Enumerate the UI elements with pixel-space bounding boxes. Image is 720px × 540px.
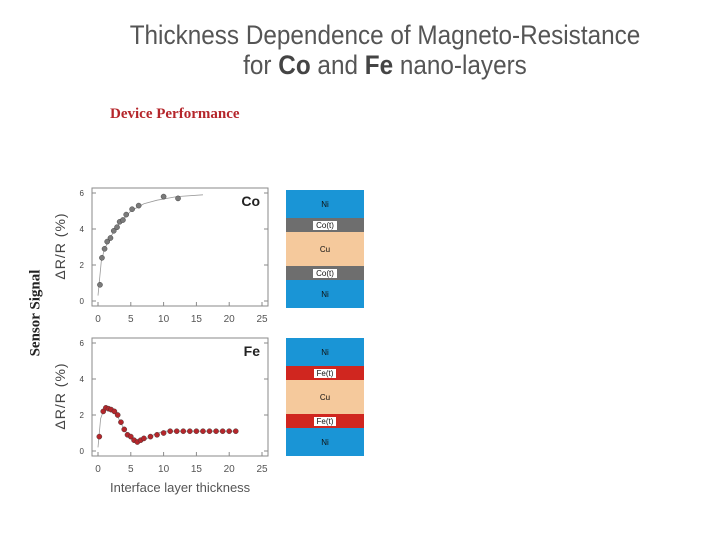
layer-co_layer: Co(t) <box>286 266 364 280</box>
fe-data-point <box>111 408 118 415</box>
layer-label: Fe(t) <box>313 416 337 426</box>
layer-cu: Cu <box>286 380 364 414</box>
title-line-2-pre: for <box>243 50 279 80</box>
fe-data-point <box>114 412 121 418</box>
fe-data-point <box>154 431 160 438</box>
title-co: Co <box>278 50 311 80</box>
fe-x-tick-label: 25 <box>256 464 268 475</box>
fe-data-point <box>200 428 206 435</box>
layer-fe_layer: Fe(t) <box>286 366 364 380</box>
layer-co_layer: Co(t) <box>286 218 364 232</box>
layer-ni: Ni <box>286 280 364 308</box>
layer-cu: Cu <box>286 232 364 266</box>
co-data-point <box>175 195 181 202</box>
title-fe: Fe <box>364 50 394 80</box>
co-x-tick-label: 0 <box>95 314 101 325</box>
co-data-point <box>107 235 114 241</box>
co-data-point <box>123 211 130 218</box>
layer-label: Cu <box>319 244 331 254</box>
co-data-point <box>110 227 117 234</box>
co-data-point <box>120 217 126 223</box>
title-line-2-post: nano-layers <box>393 50 527 80</box>
layer-label: Cu <box>319 392 331 402</box>
fe-y-tick-label: 6 <box>80 339 85 348</box>
fe-x-tick-label: 20 <box>224 464 236 475</box>
layer-label: Ni <box>321 437 329 447</box>
co-x-tick-label: 15 <box>191 314 203 325</box>
page-title: Thickness Dependence of Magneto-Resistan… <box>129 20 642 80</box>
fe-data-point <box>160 430 167 436</box>
co-data-point <box>160 193 167 200</box>
co-fit-curve <box>97 194 203 296</box>
layer-label: Fe(t) <box>313 368 337 378</box>
layer-ni: Ni <box>286 190 364 218</box>
fe-x-tick-label: 0 <box>95 464 101 475</box>
co-data-point <box>114 224 120 230</box>
title-line-2: for Co and Fe nano-layers <box>129 50 642 80</box>
layer-ni: Ni <box>286 428 364 456</box>
co-data-point <box>129 206 135 212</box>
co-x-tick-label: 25 <box>256 314 268 325</box>
layer-label: Ni <box>321 347 329 357</box>
co-plot-frame <box>91 187 269 307</box>
co-data-point <box>135 202 142 209</box>
fe-data-point <box>193 428 200 435</box>
fe-data-point <box>147 433 154 440</box>
title-line-2-mid: and <box>310 50 365 80</box>
layer-fe_layer: Fe(t) <box>286 414 364 428</box>
title-line-1: Thickness Dependence of Magneto-Resistan… <box>129 20 641 50</box>
co-data-point <box>99 254 105 261</box>
fe-data-point <box>167 428 173 435</box>
fe-data-point <box>118 419 124 426</box>
fe-data-point <box>121 426 128 433</box>
fe-data-point <box>187 428 193 435</box>
co-data-point <box>97 281 103 288</box>
layer-label: Co(t) <box>313 268 337 278</box>
section-label: Device Performance <box>110 106 240 122</box>
fe-data-point <box>180 428 187 435</box>
co-data-point <box>101 245 108 252</box>
layer-label: Co(t) <box>313 220 337 230</box>
fe-data-point <box>232 428 239 435</box>
co-y-tick-label: 2 <box>80 261 85 270</box>
co-layer-stack: Ni Co(t) Cu Co(t) Ni <box>286 190 364 308</box>
fe-y-tick-label: 0 <box>80 447 85 456</box>
fe-series-label: Fe <box>244 343 261 359</box>
fe-data-point <box>226 428 232 435</box>
co-x-tick-label: 20 <box>224 314 236 325</box>
fe-x-tick-label: 5 <box>128 464 134 475</box>
fe-data-point <box>96 433 103 440</box>
layer-label: Ni <box>321 199 329 209</box>
fe-data-point <box>141 435 147 442</box>
fe-data-point <box>127 433 134 440</box>
layer-ni: Ni <box>286 338 364 366</box>
fe-data-point <box>219 428 226 435</box>
co-x-tick-label: 5 <box>128 314 134 325</box>
co-x-tick-label: 10 <box>158 314 170 325</box>
co-y-tick-label: 0 <box>80 297 85 306</box>
fe-data-point <box>206 428 213 435</box>
co-series-label: Co <box>241 193 260 209</box>
fe-x-tick-label: 10 <box>158 464 170 475</box>
fe-data-point <box>213 428 219 435</box>
co-y-tick-label: 4 <box>80 225 85 234</box>
fe-plot-frame <box>91 337 269 457</box>
co-y-tick-label: 6 <box>80 189 85 198</box>
fe-x-tick-label: 15 <box>191 464 203 475</box>
x-axis-label: Interface layer thickness <box>110 480 251 495</box>
fe-y-tick-label: 2 <box>80 411 85 420</box>
layer-label: Ni <box>321 289 329 299</box>
fe-data-point <box>173 428 180 435</box>
co-data-point <box>104 238 110 245</box>
fe-y-tick-label: 4 <box>80 375 85 384</box>
fe-layer-stack: Ni Fe(t) Cu Fe(t) Ni <box>286 338 364 456</box>
